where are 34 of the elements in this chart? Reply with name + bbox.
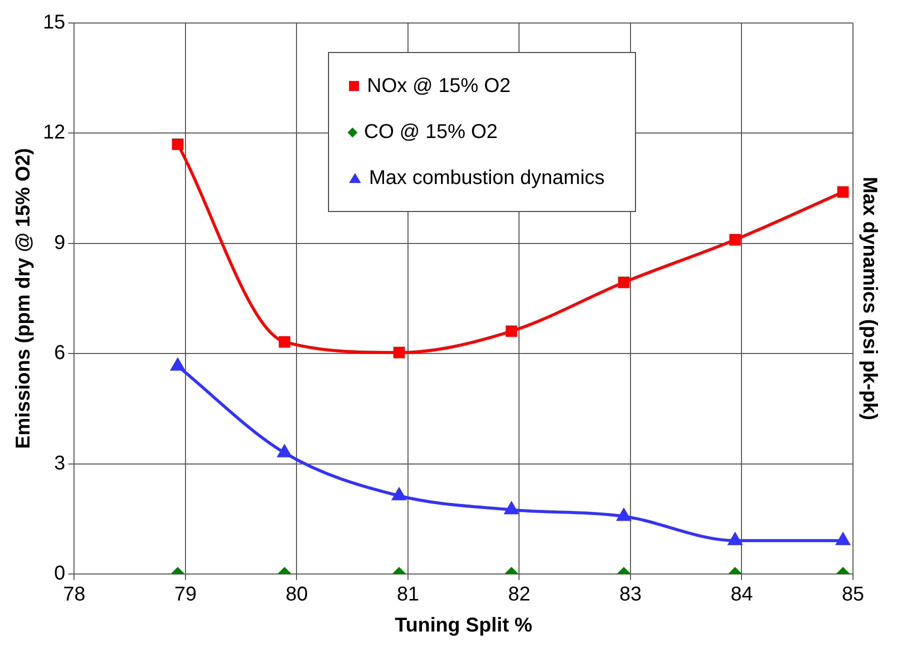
x-tick-label: 83 xyxy=(619,584,642,606)
x-tick-label: 80 xyxy=(286,584,308,606)
point xyxy=(278,445,292,458)
y2-axis-title: Max dynamics (psi pk-pk) xyxy=(858,176,880,420)
point xyxy=(836,533,850,546)
x-tick-label: 85 xyxy=(842,584,864,606)
legend-label: CO @ 15% O2 xyxy=(364,120,498,144)
legend-label: Max combustion dynamics xyxy=(369,166,605,190)
x-axis-title: Tuning Split % xyxy=(394,614,533,637)
point xyxy=(837,186,849,198)
y-tick-label: 6 xyxy=(54,342,66,364)
x-tick-label: 78 xyxy=(63,584,86,606)
y-tick-label: 9 xyxy=(54,232,66,254)
y-tick-label: 3 xyxy=(54,452,66,474)
y-tick-label: 15 xyxy=(42,12,66,34)
y-tick-label: 12 xyxy=(42,122,66,144)
point xyxy=(171,358,184,371)
x-tick-label: 82 xyxy=(508,584,530,606)
point xyxy=(506,325,518,337)
point xyxy=(172,138,184,150)
y-axis-title: Emissions (ppm dry @ 15% O2) xyxy=(12,148,35,449)
point xyxy=(278,336,290,348)
point xyxy=(393,346,405,358)
point xyxy=(728,533,742,546)
point xyxy=(504,502,518,514)
point xyxy=(392,488,406,500)
x-tick-label: 81 xyxy=(396,584,420,606)
x-tick-label: 79 xyxy=(174,584,197,606)
y-tick-label: 0 xyxy=(54,562,66,585)
legend-label: NOx @ 15% O2 xyxy=(367,74,511,98)
x-tick-label: 84 xyxy=(730,584,753,606)
point xyxy=(617,508,631,521)
point xyxy=(618,276,630,288)
point xyxy=(729,234,741,246)
